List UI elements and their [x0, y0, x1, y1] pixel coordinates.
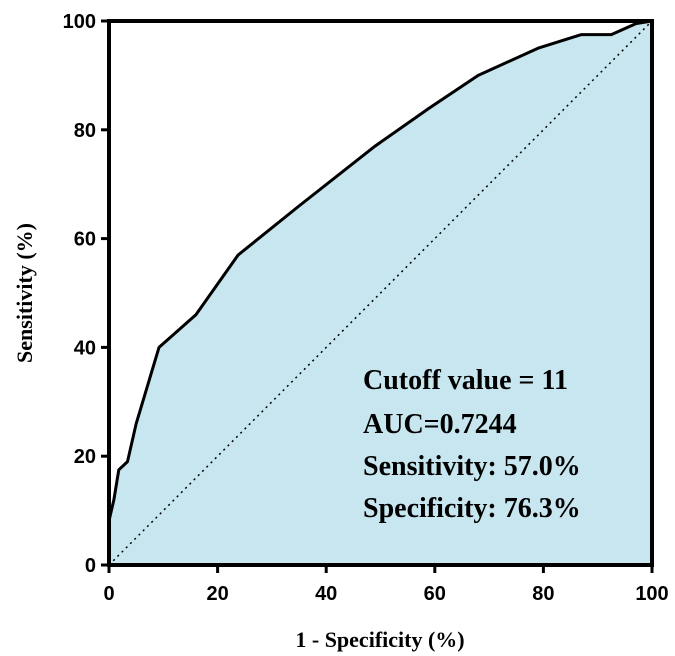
- x-axis-title: 1 - Specificity (%): [295, 627, 464, 652]
- y-tick-label: 60: [74, 229, 96, 251]
- y-tick-label: 40: [74, 337, 96, 359]
- plot-area: [107, 19, 654, 567]
- y-tick-label: 20: [74, 446, 96, 468]
- y-tick-label: 0: [85, 555, 96, 577]
- x-tick-label: 100: [635, 583, 668, 605]
- y-axis-ticks: 0 20 40 60 80 100: [63, 11, 109, 577]
- x-tick-label: 0: [103, 583, 114, 605]
- x-tick-label: 80: [532, 583, 554, 605]
- annotation-sensitivity: Sensitivity: 57.0%: [363, 451, 581, 482]
- annotation-specificity: Specificity: 76.3%: [363, 493, 581, 524]
- x-tick-label: 40: [315, 583, 337, 605]
- plot-frame: [107, 19, 654, 567]
- annotation-cutoff: Cutoff value = 11: [363, 365, 568, 396]
- x-tick-label: 20: [206, 583, 228, 605]
- x-tick-label: 60: [424, 583, 446, 605]
- x-axis-ticks: 0 20 40 60 80 100: [103, 565, 669, 605]
- roc-curve-line: [107, 19, 653, 522]
- y-tick-label: 100: [63, 11, 96, 33]
- y-tick-label: 80: [74, 120, 96, 142]
- reference-diagonal-line: [108, 20, 653, 566]
- y-axis-title: Sensitivity (%): [12, 223, 37, 363]
- annotation-auc: AUC=0.7244: [363, 409, 517, 440]
- annotation-block: Cutoff value = 11 AUC=0.7244 Sensitivity…: [363, 365, 581, 524]
